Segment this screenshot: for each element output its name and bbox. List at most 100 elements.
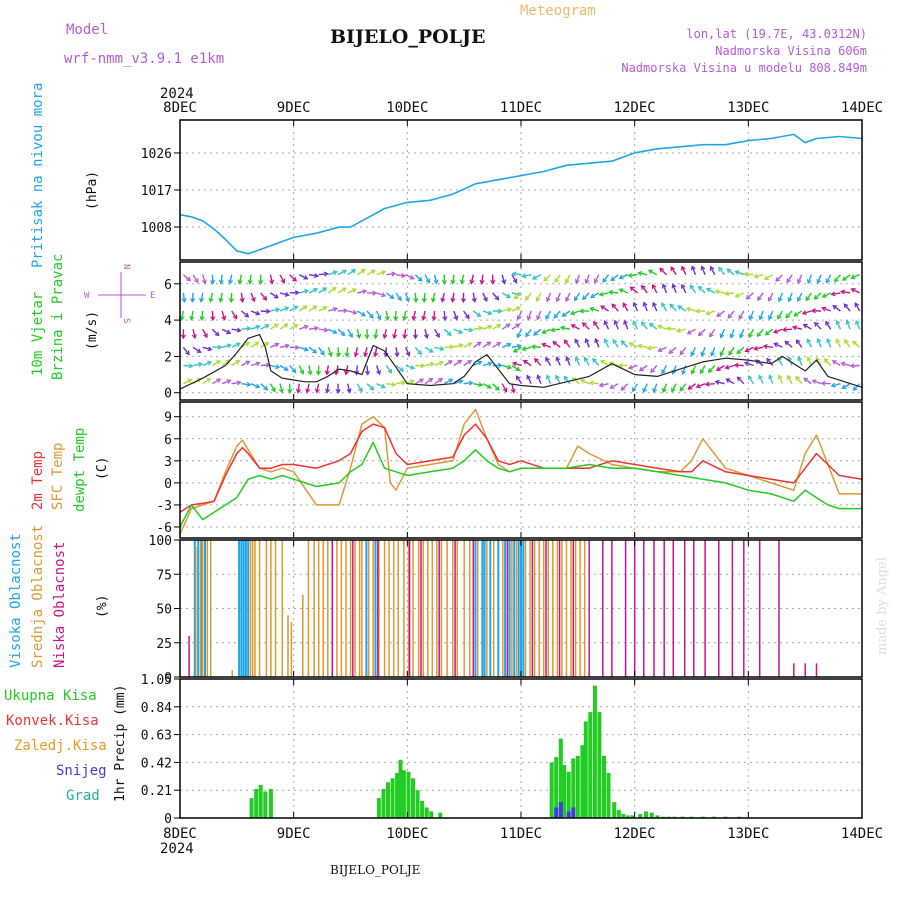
wind-arrow-head [555, 374, 560, 380]
wind-arrow-head [555, 297, 561, 303]
lonlat-text: lon,lat (19.7E, 43.0312N) [686, 27, 867, 41]
precip-total-bar [588, 712, 593, 818]
temp-label-dewpt: dewpt Temp [72, 428, 88, 512]
wind-arrow [318, 346, 325, 356]
wind-arrow-head [312, 305, 318, 310]
wind-arrow [628, 364, 638, 369]
wind-arrow-head [433, 279, 439, 285]
wind-arrow-head [600, 305, 606, 310]
wind-arrow-head [612, 338, 618, 344]
wind-arrow [701, 347, 706, 356]
wind-arrow [231, 381, 241, 385]
wind-arrow [511, 274, 518, 283]
wind-arrow-head [700, 265, 706, 271]
wind-arrow-head [725, 378, 731, 383]
wind-arrow [822, 307, 831, 312]
wind-arrow [543, 274, 552, 282]
wind-arrow [542, 343, 551, 348]
wind-arrow [202, 328, 208, 338]
wind-arrow-head [849, 363, 855, 369]
wind-arrow [502, 308, 512, 312]
wind-arrow-head [589, 306, 595, 312]
wind-arrow [846, 320, 851, 330]
wind-arrow-head [697, 285, 703, 291]
wind-arrow [414, 346, 422, 355]
wind-arrow-head [598, 291, 604, 297]
wind-arrow-head [685, 306, 691, 312]
wind-arrow-head [203, 333, 208, 339]
wind-arrow-head [530, 344, 536, 350]
wind-arrow-head [487, 310, 493, 316]
axis-layer: 1008 1017 1026 0 2 4 6 -6 -3 0 3 6 9 0 25 50 75 100 0 0.21 0… [141, 100, 883, 842]
wind-arrow-head [835, 319, 841, 326]
wind-arrow-head [196, 348, 202, 353]
wind-arrow-head [536, 315, 541, 321]
wind-arrow-head [380, 383, 386, 389]
wind-arrow [221, 359, 230, 367]
wind-arrow-head [726, 268, 732, 274]
wind-arrow [202, 378, 211, 385]
wind-arrow-head [719, 333, 725, 339]
wind-arrow-head [795, 339, 801, 345]
precip-legend-snow: Snijeg [56, 763, 107, 779]
wind-arrow [512, 272, 522, 276]
wind-arrow [726, 268, 735, 276]
wind-arrow [434, 346, 444, 350]
2m-temp-line [179, 423, 863, 513]
precip-legend-hail: Grad [66, 788, 100, 804]
wind-arrow-head [709, 265, 715, 271]
wind-arrow [687, 328, 696, 335]
precip-total-bar [644, 811, 648, 818]
wind-arrow [768, 292, 774, 302]
wind-arrow [241, 360, 250, 367]
wind-arrow [250, 292, 256, 302]
wind-arrow [482, 310, 492, 315]
wind-arrow [414, 274, 423, 282]
wind-arrow-head [613, 319, 619, 325]
wind-arrow-head [450, 279, 456, 285]
wind-arrow-head [343, 308, 349, 314]
wind-arrow-head [628, 342, 634, 347]
wind-arrow [843, 303, 851, 312]
pressure-ytick-label: 1008 [141, 221, 172, 236]
wind-arrow [619, 274, 629, 279]
wind-arrow [221, 328, 231, 334]
precip-ytick-label: 0.21 [141, 784, 172, 799]
wind-arrow [764, 274, 774, 280]
wind-arrow [832, 305, 841, 312]
date-label-top: 9DEC [277, 100, 311, 116]
wind-arrow-head [785, 313, 790, 319]
wind-arrow [546, 292, 552, 302]
wind-arrow-head [441, 279, 447, 285]
wind-arrow-head [352, 309, 358, 315]
wind-arrow-head [271, 387, 276, 393]
wind-arrow-head [423, 333, 429, 340]
wind-arrow [260, 310, 270, 313]
wind-arrow-head [843, 303, 849, 309]
wind-arrow-head [221, 315, 227, 321]
wind-arrow [642, 383, 648, 393]
wind-arrow-head [659, 267, 665, 273]
wind-arrow [610, 274, 619, 282]
wind-arrow-head [327, 351, 333, 358]
wind-arrow-head [368, 313, 374, 319]
wind-arrow-head [522, 359, 528, 365]
wind-arrow [744, 361, 754, 367]
wind-arrow [647, 346, 657, 350]
wind-arrow-head [618, 274, 624, 280]
wind-arrow [522, 274, 532, 278]
wind-arrow [289, 305, 298, 312]
wind-arrow-head [244, 341, 250, 347]
wind-arrow [511, 364, 520, 372]
wind-arrow-head [787, 297, 793, 303]
wind-arrow [623, 320, 629, 330]
wind-arrow-head [446, 331, 452, 337]
wind-arrow-head [292, 277, 297, 282]
wind-arrow-head [766, 357, 771, 363]
wind-arrow-head [399, 366, 405, 372]
wind-arrow [492, 383, 500, 391]
wind-arrow-head [370, 269, 376, 275]
wind-arrow-head [296, 388, 302, 394]
wind-arrow-head [185, 350, 190, 356]
wind-arrow [727, 310, 735, 319]
